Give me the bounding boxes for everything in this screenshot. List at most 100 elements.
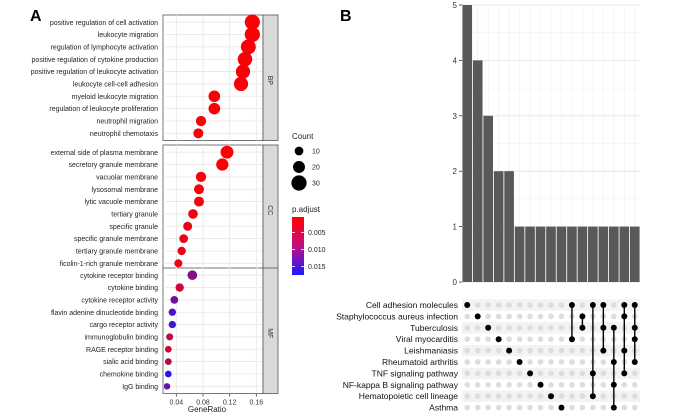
upset-y-axis: 0 1 2 3 4 5: [453, 1, 462, 287]
dot: [208, 90, 221, 103]
padjust-colorbar: [292, 217, 304, 275]
upset-dot-empty: [537, 325, 544, 331]
term-label: chemokine binding: [100, 372, 158, 379]
upset-dot-empty: [527, 382, 533, 388]
padjust-legend-ticks: 0.005 0.010 0.015: [292, 230, 326, 271]
upset-dot-empty: [527, 393, 533, 400]
upset-dot-empty: [495, 370, 502, 377]
term-label: regulation of lymphocyte activation: [51, 44, 158, 51]
count-legend-dot: [293, 161, 305, 173]
upset-dot-empty: [474, 382, 481, 388]
upset-dot-empty: [485, 404, 491, 411]
upset-dot-filled: [600, 324, 607, 331]
x-tick-label: 0.08: [196, 400, 210, 407]
upset-dot-empty: [600, 393, 607, 400]
upset-bar: [577, 226, 588, 282]
set-label: Leishmaniasis: [404, 346, 458, 356]
upset-dot-empty: [506, 302, 512, 308]
x-tick-label: 0.12: [223, 400, 237, 407]
upset-dot-empty: [464, 313, 471, 320]
upset-bar: [546, 226, 556, 282]
upset-bar: [567, 226, 577, 282]
set-label: Hematopoietic cell lineage: [359, 391, 458, 401]
term-label: lytic vacuole membrane: [84, 199, 158, 206]
term-label: flavin adenine dinucleotide binding: [51, 310, 158, 317]
upset-dot-empty: [548, 313, 554, 320]
facet-strips: BP CC MF: [262, 14, 279, 394]
upset-dot-empty: [569, 370, 575, 377]
upset-dot-empty: [579, 404, 586, 411]
upset-dot-empty: [506, 313, 512, 320]
term-label: specific granule: [109, 224, 158, 231]
upset-dot-empty: [569, 359, 575, 365]
upset-dot-filled: [464, 302, 471, 308]
upset-dot-empty: [464, 404, 471, 411]
upset-dot-empty: [579, 382, 586, 388]
upset-bar: [619, 226, 630, 282]
set-label: Tuberculosis: [410, 323, 458, 333]
upset-dot-empty: [495, 382, 502, 388]
dot-plot-legends: Count 10 20 30 p.adjust 0.005 0.010 0.015: [291, 132, 326, 275]
upset-dot-empty: [569, 404, 575, 411]
count-legend-dot: [291, 175, 307, 191]
term-label: RAGE receptor binding: [86, 347, 158, 354]
dot: [164, 345, 172, 353]
panel-a-label: A: [30, 8, 42, 25]
upset-dot-empty: [506, 370, 512, 377]
dot: [163, 383, 171, 390]
upset-bar: [483, 115, 493, 282]
term-label: external side of plasma membrane: [51, 150, 158, 157]
upset-dot-filled: [537, 381, 544, 388]
upset-dot-empty: [548, 347, 554, 354]
term-label: cytokine binding: [108, 285, 158, 292]
upset-dot-empty: [537, 336, 544, 343]
upset-dot-empty: [506, 393, 512, 400]
panel-b-label: B: [340, 8, 352, 25]
upset-dot-empty: [621, 393, 628, 400]
upset-dot-empty: [527, 359, 533, 365]
dot: [183, 221, 193, 231]
upset-dot-empty: [611, 302, 617, 308]
upset-dot-empty: [527, 302, 533, 308]
upset-dot-empty: [495, 359, 502, 365]
set-label: NF-kappa B signaling pathway: [343, 380, 459, 390]
upset-dot-filled: [631, 359, 638, 365]
upset-dot-empty: [611, 313, 617, 320]
dot: [240, 39, 256, 55]
term-label: cytokine receptor activity: [81, 297, 158, 304]
upset-dot-empty: [516, 302, 523, 308]
upset-dot-empty: [495, 347, 502, 354]
upset-dot-empty: [558, 393, 565, 400]
set-label: Cell adhesion molecules: [366, 300, 458, 310]
dot: [244, 14, 260, 30]
padjust-legend-title: p.adjust: [292, 205, 321, 214]
set-label: Rheumatoid arthritis: [382, 357, 458, 367]
upset-bar: [493, 171, 504, 282]
upset-dot-empty: [506, 359, 512, 365]
upset-dot-empty: [548, 404, 554, 411]
term-label: positive regulation of leukocyte activat…: [31, 69, 158, 76]
upset-dot-filled: [610, 404, 617, 411]
upset-dot-filled: [485, 324, 492, 331]
upset-dot-empty: [474, 359, 481, 365]
dot: [188, 209, 198, 219]
upset-dot-empty: [506, 336, 512, 343]
upset-dot-filled: [516, 359, 523, 365]
upset-dot-filled: [600, 302, 607, 308]
set-label: Viral myocarditis: [396, 334, 458, 344]
upset-dot-empty: [558, 302, 565, 308]
upset-bar: [514, 226, 525, 282]
term-labels: positive regulation of cell activation le…: [31, 20, 159, 391]
upset-bar: [609, 226, 619, 282]
dot: [168, 320, 177, 329]
count-legend-label: 20: [312, 165, 320, 172]
upset-y-tick-label: 3: [453, 112, 458, 121]
count-legend-label: 30: [312, 181, 320, 188]
upset-dot-empty: [474, 404, 481, 411]
upset-dot-empty: [464, 325, 471, 331]
upset-dot-filled: [548, 393, 554, 400]
upset-dot-filled: [495, 336, 502, 343]
upset-dot-empty: [631, 404, 638, 411]
